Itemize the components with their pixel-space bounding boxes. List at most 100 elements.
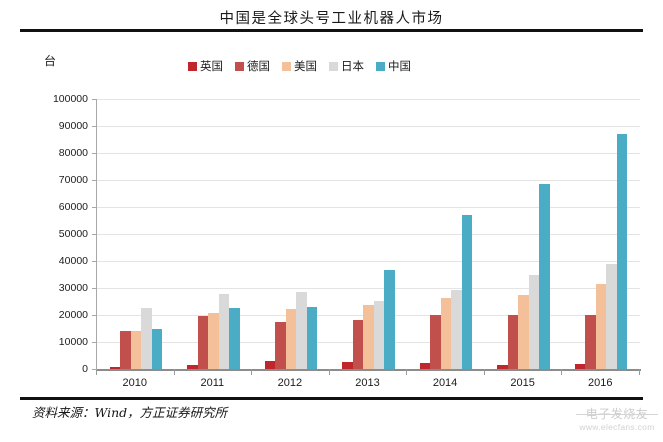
chart-legend: 英国 德国 美国 日本 中国 — [188, 58, 488, 74]
bar — [275, 321, 286, 369]
bar — [197, 315, 209, 369]
bar — [151, 328, 163, 369]
y-axis-tick-label: 50000 — [58, 228, 88, 240]
watermark-url: www.elecfans.com — [579, 421, 655, 432]
bar — [363, 305, 374, 369]
x-axis-tick-label: 2014 — [432, 377, 458, 389]
bar — [461, 214, 473, 369]
bar — [120, 331, 131, 369]
y-axis-tick-mark — [92, 207, 97, 208]
bar — [141, 308, 152, 369]
y-axis-tick-label: 10000 — [58, 336, 88, 348]
watermark: 电子发烧友 www.elecfans.com — [574, 396, 660, 440]
bar — [451, 289, 462, 369]
legend-item[interactable]: 中国 — [376, 58, 411, 74]
x-axis-tick-mark — [328, 369, 330, 375]
bar — [342, 362, 353, 369]
legend-item-label: 中国 — [388, 59, 411, 73]
y-axis-tick-mark — [92, 288, 97, 289]
chart-title-band: 中国是全球头号工业机器人市场 — [0, 4, 663, 30]
footer-divider — [20, 397, 643, 400]
legend-item-label: 德国 — [247, 59, 270, 73]
watermark-brand: 电子发烧友 — [585, 406, 649, 421]
bar — [440, 298, 452, 369]
legend-item-label: 美国 — [294, 59, 317, 73]
x-axis-tick-label: 2011 — [200, 377, 225, 389]
bar — [264, 361, 276, 369]
bar — [384, 270, 395, 369]
y-axis-tick-mark — [92, 153, 97, 154]
x-axis-tick-mark — [251, 369, 253, 375]
y-axis-tick-label: 0 — [82, 363, 88, 375]
y-axis-tick-mark — [92, 99, 97, 100]
legend-swatch-icon — [329, 61, 338, 71]
legend-swatch-icon — [235, 61, 244, 71]
bar — [585, 315, 596, 369]
y-axis-tick-label: 90000 — [58, 120, 88, 132]
bar — [373, 301, 385, 369]
grid-line — [97, 180, 640, 181]
bar — [430, 314, 441, 369]
x-axis-tick-mark — [561, 369, 563, 375]
x-axis-line — [96, 369, 641, 371]
grid-line — [97, 234, 640, 235]
legend-swatch-icon — [376, 61, 385, 71]
y-axis-tick-label: 100000 — [52, 93, 88, 105]
legend-swatch-icon — [282, 61, 291, 71]
grid-line — [97, 99, 640, 100]
bar — [419, 363, 431, 369]
x-axis-tick-mark — [173, 369, 175, 375]
y-axis-tick-mark — [92, 234, 97, 235]
grid-line — [97, 153, 640, 154]
x-axis-tick-mark — [639, 369, 640, 375]
y-axis-tick-label: 30000 — [58, 282, 88, 294]
bar — [218, 293, 230, 369]
x-axis-tick-mark — [406, 369, 408, 375]
y-axis-tick-mark — [92, 126, 97, 127]
bar — [528, 274, 540, 369]
legend-item[interactable]: 日本 — [329, 58, 364, 74]
x-axis-tick-label: 2013 — [355, 377, 380, 389]
grid-line — [97, 126, 640, 127]
legend-item[interactable]: 德国 — [235, 58, 270, 74]
legend-item-label: 日本 — [341, 59, 364, 73]
x-axis-ticks: 2010 2011 2012 2013 2014 2015 2016 — [96, 369, 641, 395]
page-title: 中国是全球头号工业机器人市场 — [219, 10, 444, 27]
grid-line — [97, 207, 640, 208]
y-axis-labels: 0 10000 20000 30000 40000 50000 60000 70000 8000… — [0, 0, 88, 442]
bar — [352, 319, 364, 369]
bar — [208, 313, 219, 369]
y-axis-tick-mark — [92, 261, 97, 262]
y-axis-tick-mark — [92, 315, 97, 316]
plot-area — [97, 99, 640, 369]
bar — [296, 291, 307, 369]
bar — [616, 134, 628, 369]
bar — [539, 184, 550, 369]
bar — [518, 294, 529, 369]
y-axis-tick-label: 40000 — [58, 255, 88, 267]
x-axis-tick-label: 2016 — [587, 377, 613, 389]
y-axis-tick-label: 20000 — [58, 309, 88, 321]
x-axis-tick-label: 2015 — [510, 377, 535, 389]
bar — [595, 283, 607, 369]
bar — [606, 263, 617, 369]
title-divider-top — [20, 29, 643, 32]
legend-item[interactable]: 美国 — [282, 58, 317, 74]
x-axis-tick-label: 2010 — [122, 377, 148, 389]
bar — [285, 308, 297, 369]
y-axis-tick-label: 60000 — [58, 201, 88, 213]
bar — [229, 307, 240, 369]
legend-item[interactable]: 英国 — [188, 58, 223, 74]
x-axis-tick-label: 2012 — [277, 377, 303, 389]
y-axis-tick-mark — [92, 369, 97, 370]
legend-swatch-icon — [188, 61, 197, 71]
bar — [574, 364, 586, 369]
bar — [507, 314, 519, 369]
bar — [306, 306, 318, 369]
bar — [187, 364, 198, 369]
y-axis-tick-label: 80000 — [58, 147, 88, 159]
bar — [130, 330, 142, 369]
x-axis-tick-mark — [483, 369, 485, 375]
y-axis-tick-mark — [92, 180, 97, 181]
